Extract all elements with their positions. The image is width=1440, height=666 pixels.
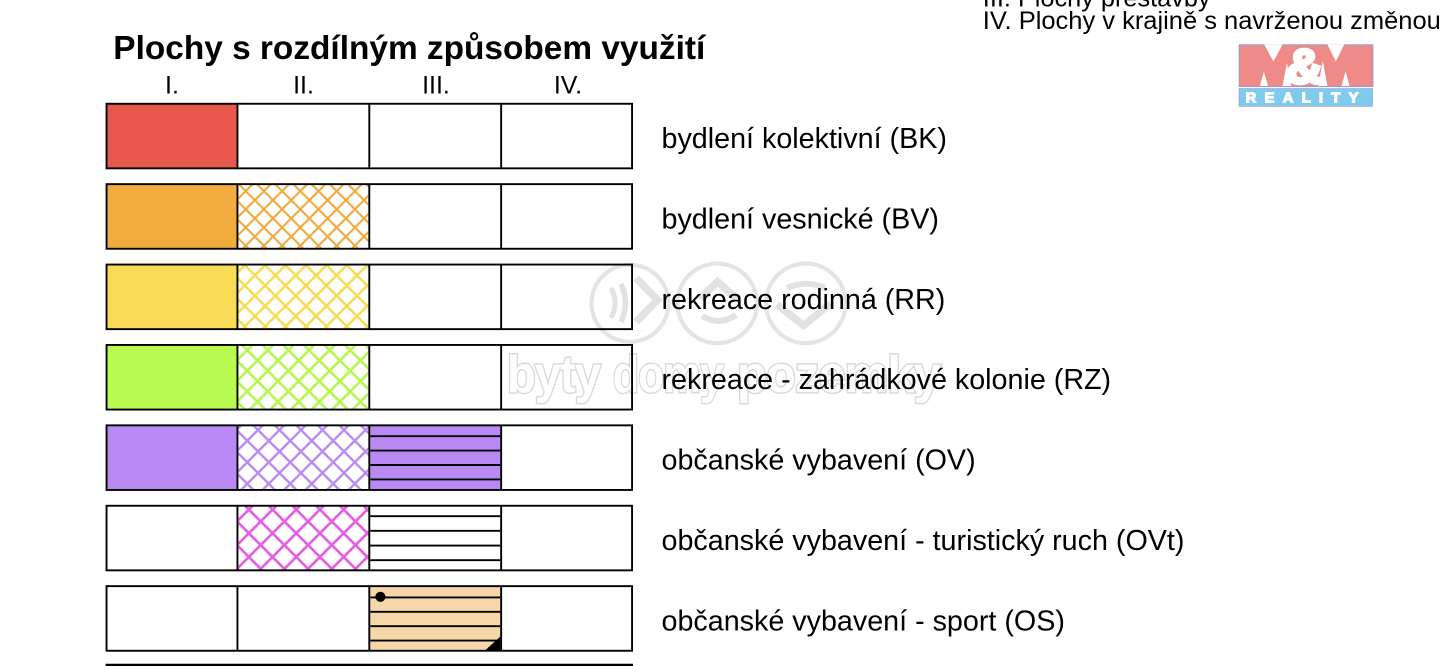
svg-text:II.: II. bbox=[293, 72, 314, 100]
svg-text:&: & bbox=[1286, 40, 1323, 94]
svg-text:Plochy s rozdílným způsobem vy: Plochy s rozdílným způsobem využití bbox=[113, 29, 707, 66]
svg-text:občanské vybavení (OV): občanské vybavení (OV) bbox=[662, 445, 976, 477]
svg-text:rekreace - zahrádkové kolonie: rekreace - zahrádkové kolonie (RZ) bbox=[662, 364, 1112, 396]
svg-text:IV. Plochy v krajině s navržen: IV. Plochy v krajině s navrženou změnou bbox=[983, 7, 1440, 35]
svg-text:IV.: IV. bbox=[554, 72, 582, 100]
svg-text:pozemky: pozemky bbox=[737, 346, 941, 404]
svg-text:III.: III. bbox=[422, 72, 450, 100]
svg-text:I.: I. bbox=[165, 72, 179, 100]
svg-text:REALITY: REALITY bbox=[1246, 89, 1367, 106]
svg-text:rekreace rodinná (RR): rekreace rodinná (RR) bbox=[662, 284, 946, 316]
svg-text:III. Plochy přestavby: III. Plochy přestavby bbox=[983, 0, 1211, 13]
svg-text:občanské vybavení - sport (OS): občanské vybavení - sport (OS) bbox=[662, 605, 1065, 637]
svg-text:bydlení kolektivní (BK): bydlení kolektivní (BK) bbox=[662, 123, 947, 155]
svg-text:bydlení vesnické (BV): bydlení vesnické (BV) bbox=[662, 203, 939, 235]
svg-text:domy: domy bbox=[613, 346, 724, 404]
svg-text:občanské vybavení - turistický: občanské vybavení - turistický ruch (OVt… bbox=[662, 525, 1185, 557]
svg-text:byty: byty bbox=[507, 346, 601, 404]
